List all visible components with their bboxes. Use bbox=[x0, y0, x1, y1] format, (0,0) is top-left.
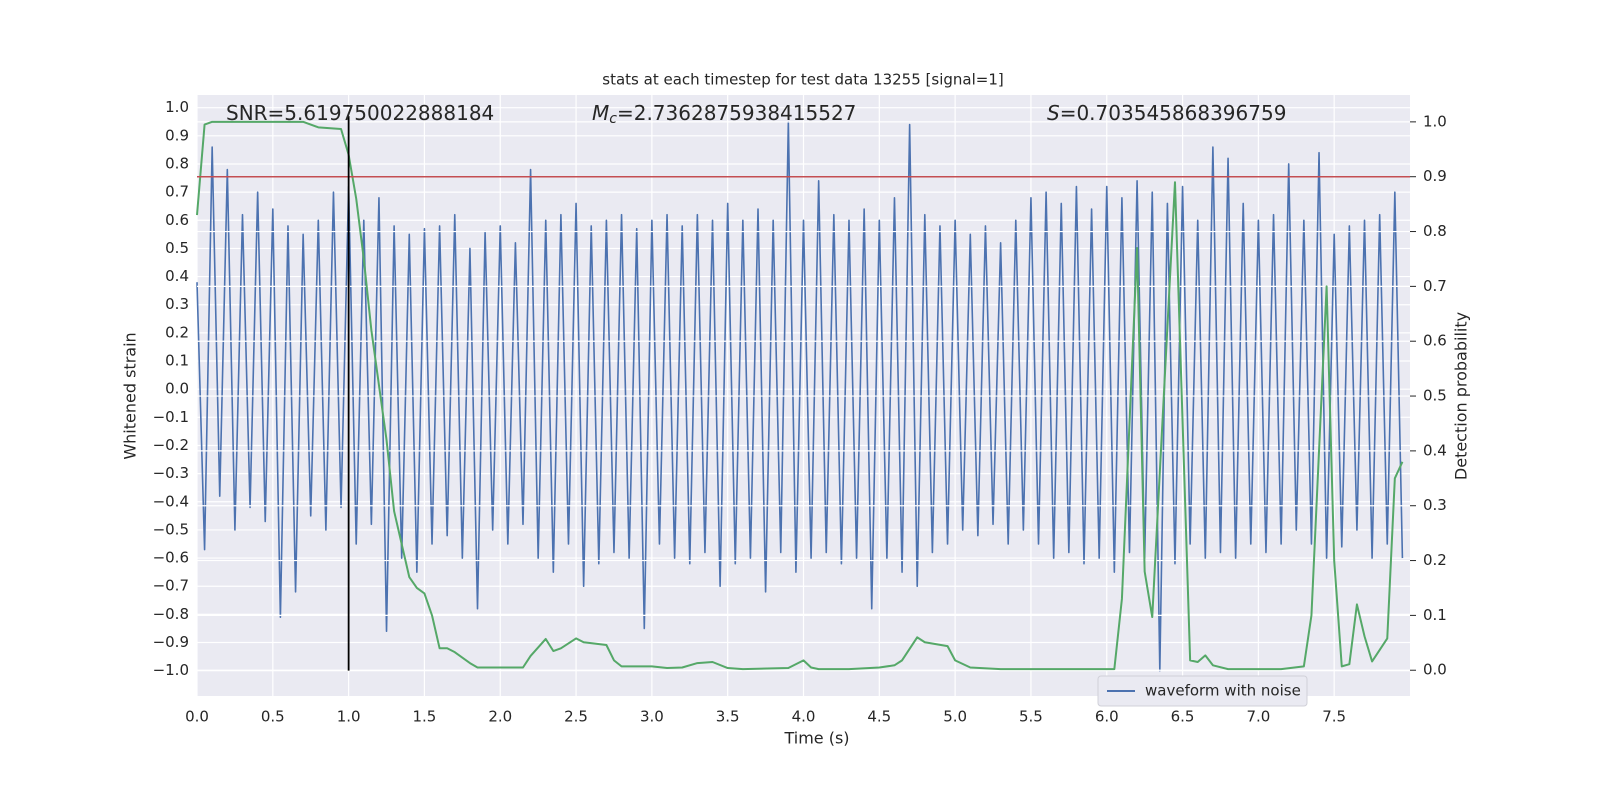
y-tick-label: −0.5 bbox=[153, 520, 189, 538]
y-axis-label: Whitened strain bbox=[121, 332, 140, 459]
y-tick-label: 0.1 bbox=[165, 352, 189, 370]
annotation-sub: c bbox=[609, 111, 617, 127]
y2-tick-label: 0.4 bbox=[1423, 441, 1447, 459]
annotation-var: S bbox=[1047, 101, 1060, 125]
x-axis-label: Time (s) bbox=[783, 729, 849, 748]
y-tick-label: 0.5 bbox=[165, 239, 189, 257]
y-tick-label: −0.2 bbox=[153, 436, 189, 454]
probability-line bbox=[196, 120, 1404, 671]
y-tick-label: 0.0 bbox=[165, 380, 189, 398]
y-tick-label: 0.9 bbox=[165, 126, 189, 144]
x-tick-label: 7.5 bbox=[1322, 708, 1346, 726]
y-tick-label: 0.3 bbox=[165, 295, 189, 313]
y-tick-label: 0.8 bbox=[165, 154, 189, 172]
y2-tick-label: 0.9 bbox=[1423, 167, 1447, 185]
y-tick-label: −0.7 bbox=[153, 577, 189, 595]
y-tick-label: −0.1 bbox=[153, 408, 189, 426]
x-tick-label: 1.5 bbox=[413, 708, 437, 726]
annotation-text: SNR=5.619750022888184 bbox=[226, 101, 494, 125]
y2-tick-label: 0.2 bbox=[1423, 551, 1447, 569]
y-tick-label: −0.4 bbox=[153, 492, 189, 510]
y2-tick-label: 0.1 bbox=[1423, 606, 1447, 624]
y-tick-label: −1.0 bbox=[153, 661, 189, 679]
y2-axis-label: Detection probability bbox=[1452, 312, 1471, 480]
x-tick-label: 4.0 bbox=[792, 708, 816, 726]
annotation-text: =2.7362875938415527 bbox=[617, 101, 856, 125]
y-tick-label: −0.3 bbox=[153, 464, 189, 482]
y2-tick-label: 0.3 bbox=[1423, 496, 1447, 514]
x-tick-label: 0.5 bbox=[261, 708, 285, 726]
x-tick-label: 3.0 bbox=[640, 708, 664, 726]
x-tick-label: 5.0 bbox=[943, 708, 967, 726]
annotation-text: =0.703545868396759 bbox=[1060, 101, 1287, 125]
y2-tick-label: 0.0 bbox=[1423, 661, 1447, 679]
y-tick-label: −0.6 bbox=[153, 549, 189, 567]
x-tick-label: 7.0 bbox=[1246, 708, 1270, 726]
y2-tick-label: 0.7 bbox=[1423, 277, 1447, 295]
y-tick-label: −0.9 bbox=[153, 633, 189, 651]
y-tick-label: 0.6 bbox=[165, 211, 189, 229]
y2-tick-label: 0.6 bbox=[1423, 332, 1447, 350]
x-tick-label: 2.0 bbox=[488, 708, 512, 726]
y2-tick-label: 1.0 bbox=[1423, 112, 1447, 130]
y-tick-label: 1.0 bbox=[165, 98, 189, 116]
y2-tick-label: 0.8 bbox=[1423, 222, 1447, 240]
y-tick-label: 0.4 bbox=[165, 267, 189, 285]
x-tick-label: 3.5 bbox=[716, 708, 740, 726]
y-tick-label: 0.2 bbox=[165, 323, 189, 341]
annotation: Mc=2.7362875938415527 bbox=[592, 101, 856, 128]
x-tick-label: 5.5 bbox=[1019, 708, 1043, 726]
annotation-var: M bbox=[592, 101, 609, 125]
y-tick-label: −0.8 bbox=[153, 605, 189, 623]
x-tick-label: 4.5 bbox=[867, 708, 891, 726]
x-tick-label: 0.0 bbox=[185, 708, 209, 726]
x-tick-label: 1.0 bbox=[337, 708, 361, 726]
annotation: S=0.703545868396759 bbox=[1047, 101, 1286, 125]
x-tick-label: 2.5 bbox=[564, 708, 588, 726]
y2-tick-label: 0.5 bbox=[1423, 387, 1447, 405]
y-tick-label: 0.7 bbox=[165, 183, 189, 201]
x-tick-label: 6.5 bbox=[1171, 708, 1195, 726]
x-tick-label: 6.0 bbox=[1095, 708, 1119, 726]
legend-label: waveform with noise bbox=[1145, 682, 1301, 700]
legend-box bbox=[1097, 675, 1308, 707]
chart-title: stats at each timestep for test data 132… bbox=[602, 71, 1003, 89]
annotation: SNR=5.619750022888184 bbox=[226, 101, 494, 125]
